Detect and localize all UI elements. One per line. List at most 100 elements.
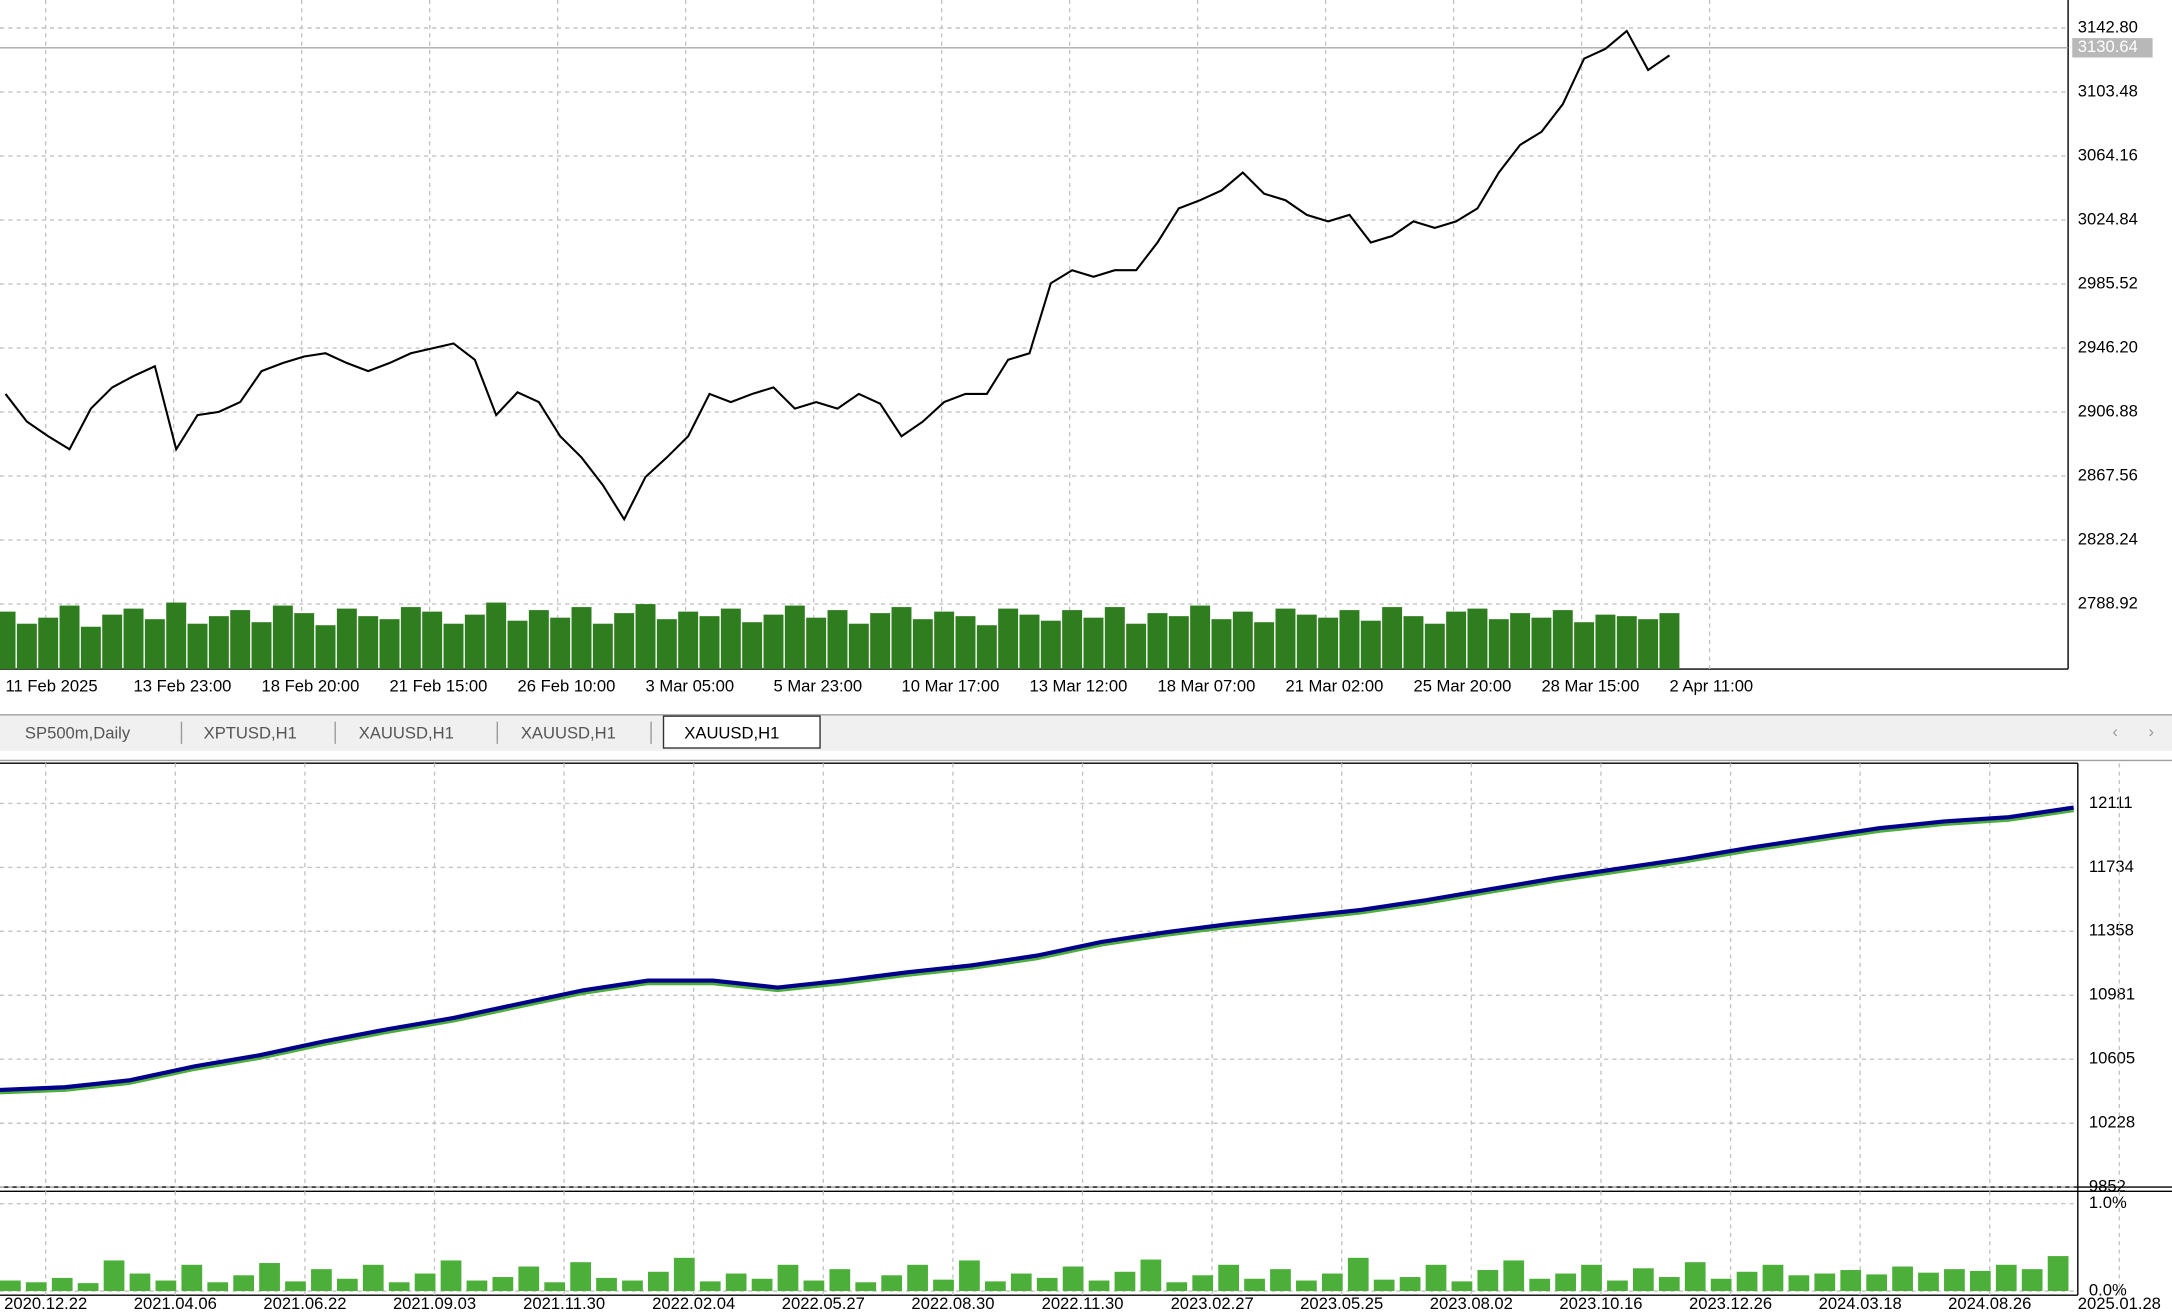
volume-bar <box>1552 610 1573 670</box>
volume-bar <box>891 607 912 670</box>
load-bar <box>311 1269 332 1292</box>
load-bar <box>1866 1274 1888 1292</box>
volume-bar <box>102 614 123 670</box>
x-tick-label: 2023.10.16 <box>1559 1294 1642 1313</box>
volume-bar <box>1595 614 1616 670</box>
load-bar <box>1218 1264 1240 1292</box>
load-bar <box>1477 1270 1499 1292</box>
tab[interactable]: XAUUSD,H1 <box>521 724 616 743</box>
load-bar <box>699 1281 721 1292</box>
volume-bar <box>592 623 613 670</box>
y-tick-label: 2788.92 <box>2078 593 2138 612</box>
volume-bar <box>443 623 464 670</box>
scroll-right[interactable]: › <box>2148 722 2154 741</box>
load-bar <box>648 1271 669 1292</box>
tab[interactable]: XAUUSD,H1 <box>359 724 454 743</box>
x-tick-label: 13 Feb 23:00 <box>134 676 232 695</box>
tab-strip <box>0 714 2172 751</box>
load-bar <box>1632 1268 1654 1292</box>
volume-bar <box>1616 616 1637 670</box>
volume-bar <box>571 607 592 670</box>
load-bar <box>259 1263 280 1292</box>
volume-bar <box>678 611 699 670</box>
tab[interactable]: XPTUSD,H1 <box>204 724 297 743</box>
load-bar <box>1969 1270 1991 1292</box>
x-tick-label: 2024.03.18 <box>1819 1294 1902 1313</box>
volume-bar <box>464 614 485 670</box>
volume-bar <box>507 620 528 670</box>
volume-bar <box>1488 619 1509 670</box>
x-tick-label: 2022.11.30 <box>1042 1294 1124 1313</box>
y-tick-label: 0.0% <box>2089 1280 2127 1299</box>
volume-bar <box>251 622 272 670</box>
volume-bar <box>1424 623 1445 670</box>
load-bar <box>881 1275 903 1292</box>
load-bar <box>1762 1264 1784 1292</box>
load-bar <box>155 1280 177 1292</box>
load-bar <box>570 1262 591 1292</box>
volume-bar <box>379 619 400 670</box>
load-bar <box>51 1277 73 1292</box>
y-tick-label: 3103.48 <box>2078 81 2138 100</box>
load-bar <box>751 1278 773 1292</box>
tab[interactable]: XAUUSD,H1 <box>684 724 779 743</box>
y-tick-label: 10981 <box>2089 985 2135 1004</box>
volume-bar <box>1403 616 1424 670</box>
load-bar <box>1918 1272 1939 1292</box>
volume-bar <box>976 625 997 670</box>
load-bar <box>1425 1264 1447 1292</box>
y-tick-label: 11358 <box>2089 921 2134 940</box>
volume-bar <box>1147 613 1168 670</box>
load-bar <box>2047 1256 2069 1292</box>
load-bar <box>544 1282 566 1292</box>
x-tick-label: 2023.05.25 <box>1300 1294 1383 1313</box>
x-tick-label: 21 Mar 02:00 <box>1285 676 1383 695</box>
x-tick-label: 2021.09.03 <box>393 1294 476 1313</box>
volume-bar <box>1211 619 1232 670</box>
load-bar <box>285 1281 306 1292</box>
x-tick-label: 18 Mar 07:00 <box>1157 676 1255 695</box>
volume-bar <box>1168 616 1189 670</box>
load-bar <box>1529 1278 1551 1292</box>
load-bar <box>388 1282 410 1292</box>
volume-bar <box>1040 620 1061 670</box>
load-bar <box>77 1283 99 1292</box>
load-bar <box>1840 1270 1862 1292</box>
x-tick-label: 10 Mar 17:00 <box>901 676 999 695</box>
volume-bar <box>294 613 315 670</box>
volume-bar <box>998 608 1019 670</box>
volume-bar <box>1254 622 1275 670</box>
load-bar <box>1244 1278 1265 1292</box>
volume-bar <box>870 613 891 670</box>
volume-bar <box>336 608 357 670</box>
volume-bar <box>635 604 656 670</box>
x-tick-label: 2024.08.26 <box>1948 1294 2031 1313</box>
load-bar <box>1373 1279 1395 1292</box>
load-bar <box>1062 1266 1084 1292</box>
volume-bar <box>1062 610 1083 670</box>
volume-bar <box>1574 622 1595 670</box>
y-tick-label: 3064.16 <box>2078 145 2138 164</box>
x-tick-label: 2023.12.26 <box>1689 1294 1772 1313</box>
tab[interactable]: SP500m,Daily <box>25 724 131 743</box>
load-bar <box>233 1275 255 1292</box>
load-bar <box>596 1277 617 1292</box>
load-bar <box>129 1273 151 1292</box>
y-tick-label: 2906.88 <box>2078 401 2138 420</box>
x-tick-label: 2021.06.22 <box>263 1294 346 1313</box>
load-bar <box>492 1277 514 1292</box>
load-bar <box>1710 1278 1732 1292</box>
load-bar <box>1192 1275 1214 1292</box>
volume-bar <box>1339 610 1360 670</box>
volume-bar <box>1104 607 1125 670</box>
scroll-left[interactable]: ‹ <box>2112 722 2118 741</box>
load-bar <box>855 1282 877 1292</box>
volume-bar <box>1467 608 1488 670</box>
volume-bar <box>358 616 379 670</box>
load-bar <box>1399 1277 1421 1292</box>
volume-bar <box>934 611 955 670</box>
load-bar <box>907 1264 928 1292</box>
balance-line <box>0 805 2074 1093</box>
volume-bar <box>1275 608 1296 670</box>
y-tick-label: 3142.80 <box>2078 17 2138 36</box>
